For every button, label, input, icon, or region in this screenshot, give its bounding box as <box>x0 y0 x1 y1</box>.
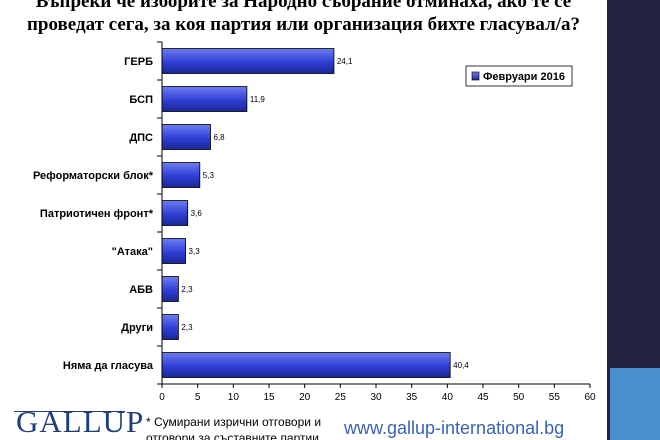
question-title: Въпреки че изборите за Народно събрание … <box>0 0 607 36</box>
x-tick-label-1: 5 <box>195 392 201 403</box>
bars-group: 24,1 11,9 6,8 5,3 3,6 3,3 2,3 2,3 40,4 <box>161 48 469 378</box>
category-label-8: Няма да гласува <box>63 360 154 372</box>
category-label-5: "Атака" <box>112 246 153 258</box>
right-decor-band <box>607 0 660 440</box>
x-tick-label-9: 45 <box>477 392 489 403</box>
data-label-6: 2,3 <box>181 285 193 294</box>
category-label-6: АБВ <box>129 284 153 296</box>
data-label-7: 2,3 <box>181 323 193 332</box>
x-tick-label-7: 35 <box>406 392 418 403</box>
bar-0 <box>161 48 335 74</box>
category-label-1: БСП <box>129 94 153 106</box>
x-tick-label-11: 55 <box>549 392 561 403</box>
bar-chart: 24,1 11,9 6,8 5,3 3,6 3,3 2,3 2,3 40,4 ГЕРБ БСП ДП… <box>33 41 596 403</box>
legend-label: Февруари 2016 <box>483 71 565 83</box>
data-label-1: 11,9 <box>250 95 266 104</box>
category-label-4: Патриотичен фронт* <box>40 208 154 220</box>
bar-4 <box>161 200 189 226</box>
data-label-8: 40,4 <box>453 361 469 370</box>
category-label-3: Реформаторски блок* <box>33 170 154 182</box>
x-tick-label-12: 60 <box>584 392 596 403</box>
legend-box <box>465 65 573 87</box>
axes-group: ГЕРБ БСП ДПС Реформаторски блок* Патриотичен… <box>33 41 596 403</box>
website-link[interactable]: www.gallup-international.bg <box>344 418 565 438</box>
gallup-logo: GALLUP <box>16 404 145 439</box>
bar-1 <box>161 86 248 112</box>
question-title-line2: проведат сега, за коя партия или организ… <box>26 14 581 35</box>
x-tick-label-3: 15 <box>263 392 275 403</box>
logo-rule <box>14 411 125 412</box>
question-title-line1: Въпреки че изборите за Народно събрание … <box>35 0 572 12</box>
bar-8 <box>161 352 451 378</box>
data-label-4: 3,6 <box>191 209 203 218</box>
data-label-3: 5,3 <box>203 171 215 180</box>
bar-7 <box>161 314 179 340</box>
bar-2 <box>161 124 211 150</box>
x-tick-label-10: 50 <box>513 392 525 403</box>
bar-6 <box>161 276 179 302</box>
x-tick-label-8: 40 <box>442 392 454 403</box>
data-label-2: 6,8 <box>214 133 226 142</box>
legend: Февруари 2016 <box>465 65 573 87</box>
data-label-5: 3,3 <box>189 247 201 256</box>
x-tick-label-6: 30 <box>370 392 382 403</box>
x-tick-label-2: 10 <box>228 392 240 403</box>
bar-5 <box>161 238 186 264</box>
x-tick-label-4: 20 <box>299 392 311 403</box>
bar-3 <box>161 162 201 188</box>
data-label-0: 24,1 <box>337 57 353 66</box>
category-label-7: Други <box>121 322 153 334</box>
legend-swatch <box>471 71 480 81</box>
footnote: * Сумирани изрични отговори и отговори з… <box>146 415 322 440</box>
x-tick-label-0: 0 <box>159 392 165 403</box>
right-accent-block <box>610 368 660 440</box>
category-label-2: ДПС <box>129 132 153 144</box>
category-label-0: ГЕРБ <box>124 56 153 68</box>
x-tick-label-5: 25 <box>335 392 347 403</box>
